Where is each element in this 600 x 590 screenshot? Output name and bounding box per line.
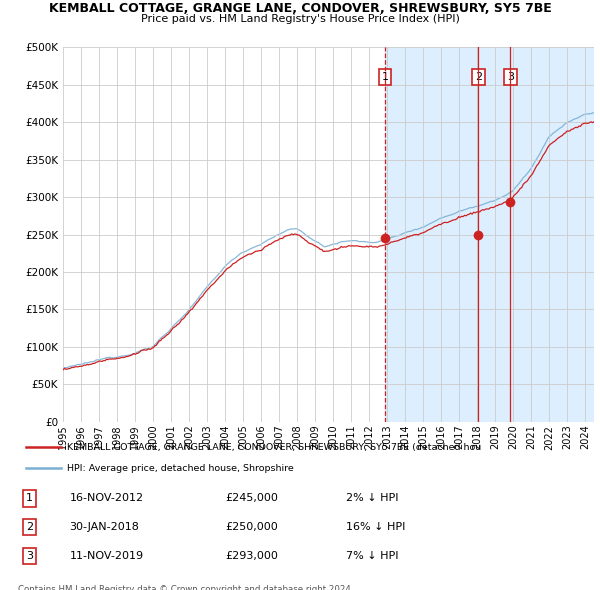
Text: 1: 1 — [26, 493, 33, 503]
Bar — [385, 47, 600, 422]
Text: Contains HM Land Registry data © Crown copyright and database right 2024.
This d: Contains HM Land Registry data © Crown c… — [18, 585, 353, 590]
Text: KEMBALL COTTAGE, GRANGE LANE, CONDOVER, SHREWSBURY, SY5 7BE (detached hou: KEMBALL COTTAGE, GRANGE LANE, CONDOVER, … — [67, 442, 481, 452]
Text: HPI: Average price, detached house, Shropshire: HPI: Average price, detached house, Shro… — [67, 464, 293, 473]
Text: 7% ↓ HPI: 7% ↓ HPI — [346, 551, 398, 561]
Text: Price paid vs. HM Land Registry's House Price Index (HPI): Price paid vs. HM Land Registry's House … — [140, 14, 460, 24]
Text: £245,000: £245,000 — [225, 493, 278, 503]
Text: 2: 2 — [475, 72, 482, 82]
Text: 30-JAN-2018: 30-JAN-2018 — [70, 522, 139, 532]
Text: £293,000: £293,000 — [225, 551, 278, 561]
Text: £250,000: £250,000 — [225, 522, 278, 532]
Text: 2: 2 — [26, 522, 33, 532]
Text: 1: 1 — [382, 72, 388, 82]
Text: 3: 3 — [507, 72, 514, 82]
Text: 3: 3 — [26, 551, 33, 561]
Text: KEMBALL COTTAGE, GRANGE LANE, CONDOVER, SHREWSBURY, SY5 7BE: KEMBALL COTTAGE, GRANGE LANE, CONDOVER, … — [49, 2, 551, 15]
Text: 16-NOV-2012: 16-NOV-2012 — [70, 493, 144, 503]
Text: 2% ↓ HPI: 2% ↓ HPI — [346, 493, 398, 503]
Text: 16% ↓ HPI: 16% ↓ HPI — [346, 522, 406, 532]
Text: 11-NOV-2019: 11-NOV-2019 — [70, 551, 144, 561]
